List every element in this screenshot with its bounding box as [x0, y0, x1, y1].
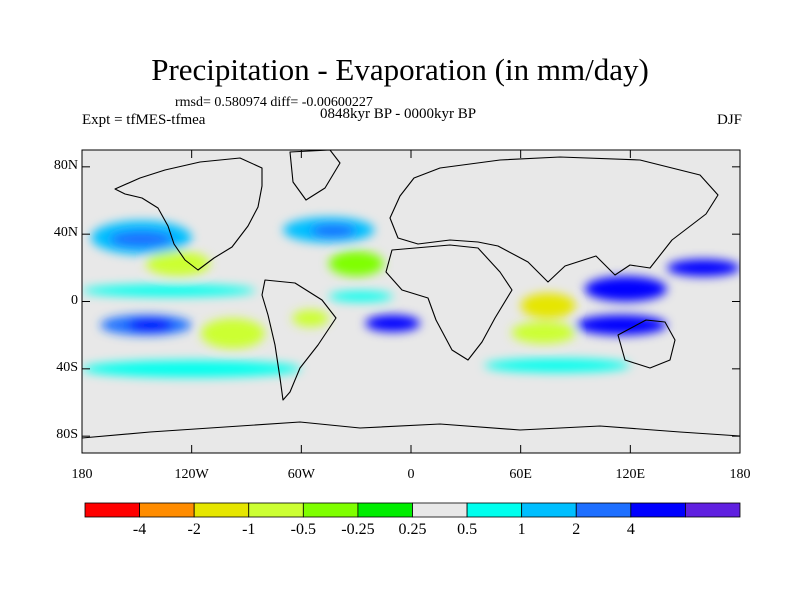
colorbar-swatch: [575, 502, 632, 518]
colorbar-swatch: [193, 502, 250, 518]
region-south-indian-wet: [575, 314, 667, 336]
lon-tick-label: 0: [407, 467, 415, 482]
colorbar-swatch: [521, 502, 577, 518]
colorbar-swatch: [630, 502, 686, 518]
lat-tick-label: 80N: [53, 157, 78, 173]
region-south-pacific-core: [127, 318, 174, 332]
coast-africa: [385, 244, 513, 361]
region-south-indian-dry: [511, 321, 576, 344]
region-amazon-dry: [292, 309, 329, 327]
colorbar-label: -2: [187, 521, 201, 538]
region-south-atlantic-wet: [365, 314, 421, 332]
region-north-atlantic-dry: [328, 251, 384, 277]
coast-greenland: [289, 150, 341, 201]
region-atlantic-itcz: [328, 291, 393, 302]
rmsd-diff-stats: rmsd= 0.580974 diff= -0.00600227: [175, 95, 373, 110]
lon-tick-label: 120W: [174, 467, 209, 482]
lat-tick-label: 40S: [56, 359, 78, 375]
map-background: [82, 150, 740, 453]
colorbar-label: 0.25: [398, 521, 427, 538]
region-maritime-continent-wet: [584, 276, 667, 302]
lon-tick-label: 180: [71, 467, 93, 482]
time-period-label: 0848kyr BP - 0000kyr BP: [320, 106, 477, 122]
colorbar-swatch: [139, 502, 195, 518]
coast-antarctica: [82, 421, 740, 439]
colorbar-label: -0.25: [341, 521, 375, 538]
colorbar-swatch: [412, 502, 468, 518]
coast-eurasia: [389, 156, 719, 283]
colorbar-swatch: [685, 502, 741, 518]
region-northeast-pacific-dry: [145, 251, 210, 277]
colorbar-label: 2: [572, 521, 581, 538]
lat-tick-label: 0: [71, 292, 78, 308]
region-north-atlantic-core: [310, 224, 357, 238]
colorbar-label: -1: [242, 521, 256, 538]
colorbar-label: 0.5: [457, 521, 478, 538]
coastlines: [82, 150, 740, 439]
lon-tick-label: 60E: [509, 467, 532, 482]
experiment-label: Expt = tfMES-tfmea: [82, 112, 206, 128]
region-northwest-pacific-wet: [666, 259, 740, 277]
chart-title: Precipitation - Evaporation (in mm/day): [151, 52, 649, 87]
colorbar-label: -4: [132, 521, 147, 538]
lon-tick-label: 120E: [615, 467, 646, 482]
coast-australia: [617, 319, 676, 369]
colorbar-label: -0.5: [290, 521, 316, 538]
coast-north-america: [114, 157, 263, 271]
colorbar-swatch: [466, 502, 523, 518]
region-north-pacific-core: [109, 230, 174, 248]
colorbar-swatch: [248, 502, 304, 518]
coast-south-america: [261, 279, 337, 401]
lon-tick-label: 60W: [287, 467, 315, 482]
region-indian-ocean-wet: [520, 293, 576, 319]
region-pacific-itcz: [82, 284, 256, 297]
region-southeast-pacific-dry: [200, 318, 265, 349]
region-southern-ocean-indian: [484, 358, 631, 373]
region-southern-ocean-moist: [82, 360, 302, 378]
lon-tick-label: 180: [729, 467, 751, 482]
colorbar-label: 1: [517, 521, 526, 538]
colorbar-swatch: [84, 502, 140, 518]
colorbar-label: 4: [626, 521, 635, 538]
lat-tick-label: 80S: [56, 427, 78, 443]
lat-tick-label: 40N: [53, 225, 78, 241]
season-label: DJF: [716, 112, 742, 128]
colorbar-swatch: [302, 502, 359, 518]
colorbar-swatch: [357, 502, 413, 518]
